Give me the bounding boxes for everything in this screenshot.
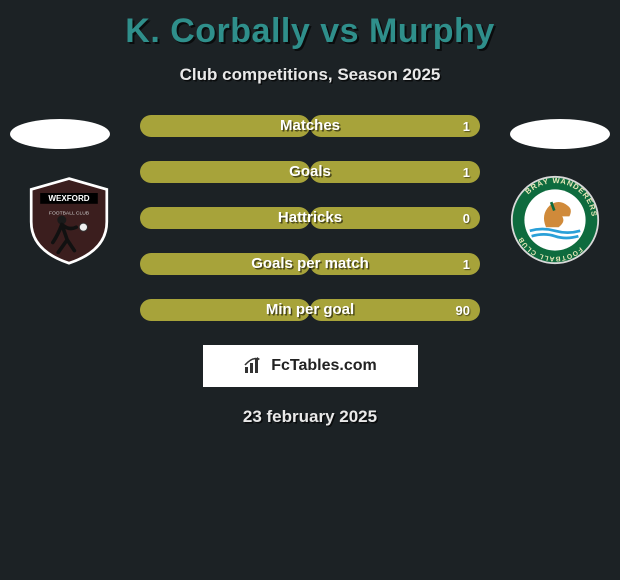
bar-chart-icon <box>243 357 265 375</box>
stat-row: 1 Goals <box>140 161 480 187</box>
stat-bars: 1 Matches 1 Goals 0 Hattricks 1 Goals pe… <box>140 115 480 325</box>
team-left-crest: WEXFORD FOOTBALL CLUB <box>24 175 114 265</box>
stat-row: 0 Hattricks <box>140 207 480 233</box>
stat-row: 90 Min per goal <box>140 299 480 325</box>
svg-text:WEXFORD: WEXFORD <box>48 194 89 203</box>
comparison-body: WEXFORD FOOTBALL CLUB BRAY WANDERERS FOO… <box>0 115 620 427</box>
stat-right-bar: 90 <box>310 299 480 321</box>
team-right-crest: BRAY WANDERERS FOOTBALL CLUB <box>510 175 600 265</box>
brand-text: FcTables.com <box>271 357 377 375</box>
stat-row: 1 Goals per match <box>140 253 480 279</box>
stat-right-bar: 1 <box>310 161 480 183</box>
stat-right-bar: 1 <box>310 115 480 137</box>
stat-row: 1 Matches <box>140 115 480 141</box>
stat-left-bar <box>140 115 310 137</box>
stat-left-bar <box>140 207 310 229</box>
comparison-subtitle: Club competitions, Season 2025 <box>0 65 620 85</box>
brand-attribution[interactable]: FcTables.com <box>203 345 418 387</box>
comparison-title: K. Corbally vs Murphy <box>0 0 620 51</box>
stat-left-bar <box>140 299 310 321</box>
stat-right-bar: 0 <box>310 207 480 229</box>
player-right-head-placeholder <box>510 119 610 149</box>
stat-left-bar <box>140 253 310 275</box>
stat-right-bar: 1 <box>310 253 480 275</box>
svg-text:FOOTBALL CLUB: FOOTBALL CLUB <box>49 211 90 217</box>
stat-left-bar <box>140 161 310 183</box>
generated-date: 23 february 2025 <box>0 407 620 427</box>
player-left-head-placeholder <box>10 119 110 149</box>
